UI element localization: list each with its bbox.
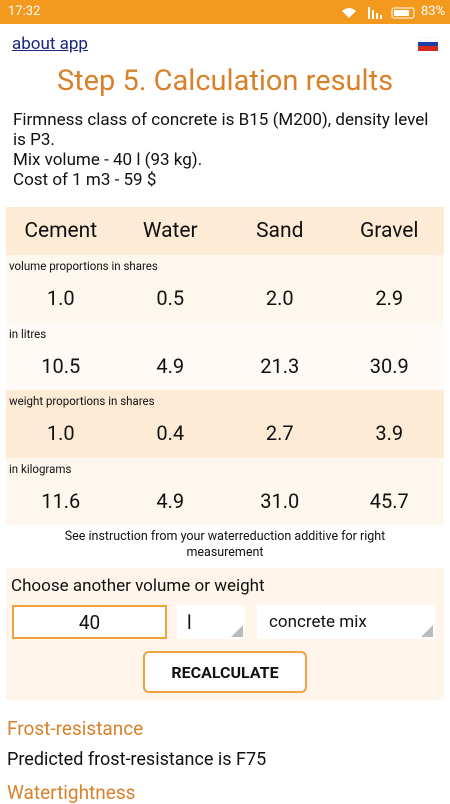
battery: 83% bbox=[421, 4, 446, 19]
cell: 21.3 bbox=[260, 353, 300, 378]
cell: 45.7 bbox=[369, 488, 409, 513]
table-section: weight proportions in shares 1.0 0.4 2.7 3.9 bbox=[6, 390, 444, 458]
summary-line: Mix volume - 40 l (93 kg). bbox=[13, 150, 203, 170]
summary-line: Firmness class of concrete is B15 (M200)… bbox=[13, 110, 429, 150]
value-row: 1.0 0.5 2.0 2.9 bbox=[6, 275, 444, 321]
language-flag[interactable] bbox=[418, 37, 438, 51]
header-row: Cement Water Sand Gravel bbox=[6, 207, 444, 255]
cell: 31.0 bbox=[260, 488, 300, 513]
cell: 10.5 bbox=[41, 353, 81, 378]
cell: 2.0 bbox=[265, 286, 294, 310]
summary: Firmness class of concrete is B15 (M200)… bbox=[13, 110, 433, 190]
material-value: concrete mix bbox=[269, 612, 367, 632]
cell: 30.9 bbox=[369, 353, 409, 378]
cell: 11.6 bbox=[41, 488, 81, 513]
section-label: in litres bbox=[9, 326, 47, 341]
section-heading: Watertightness bbox=[7, 781, 136, 804]
section-label: weight proportions in shares bbox=[9, 394, 155, 408]
results-table: Cement Water Sand Gravel volume proportions … bbox=[6, 207, 444, 525]
about-link[interactable]: about app bbox=[12, 34, 88, 54]
recalculate-button[interactable]: RECALCULATE bbox=[143, 651, 307, 693]
cell: 3.9 bbox=[375, 421, 404, 445]
section-label: in kilograms bbox=[9, 461, 72, 476]
note: See instruction from your waterreduction… bbox=[64, 529, 386, 560]
unit-select[interactable]: l bbox=[177, 605, 245, 639]
cell: 4.9 bbox=[156, 488, 185, 513]
section-heading: Frost-resistance bbox=[7, 717, 144, 740]
cell: 2.7 bbox=[265, 421, 294, 445]
column-header: Water bbox=[142, 219, 198, 243]
time: 17:32 bbox=[8, 4, 41, 19]
cell: 2.9 bbox=[375, 286, 404, 310]
table-section: in kilograms 11.6 4.9 31.0 45.7 bbox=[6, 457, 444, 525]
page-title: Step 5. Calculation results bbox=[56, 64, 394, 98]
cell: 1.0 bbox=[46, 421, 75, 445]
table-section: in litres 10.5 4.9 21.3 30.9 bbox=[6, 322, 444, 390]
cell: 0.4 bbox=[156, 421, 185, 445]
status-icons bbox=[342, 7, 415, 19]
summary-line: Cost of 1 m3 - 59 $ bbox=[13, 170, 157, 190]
cell: 4.9 bbox=[156, 353, 185, 378]
column-header: Sand bbox=[256, 219, 304, 243]
form-label: Choose another volume or weight bbox=[11, 576, 265, 596]
value-row: 11.6 4.9 31.0 45.7 bbox=[6, 478, 444, 524]
status-bar: 17:32 83% bbox=[0, 0, 450, 24]
unit-value: l bbox=[187, 610, 192, 634]
cell: 1.0 bbox=[46, 286, 75, 310]
cell: 0.5 bbox=[156, 286, 185, 310]
frost-text: Predicted frost-resistance is F75 bbox=[7, 749, 267, 770]
column-header: Gravel bbox=[359, 219, 419, 243]
column-header: Cement bbox=[24, 219, 98, 243]
recalc-form: Choose another volume or weight 40 l con… bbox=[6, 568, 444, 700]
value-row: 1.0 0.4 2.7 3.9 bbox=[6, 410, 444, 456]
table-section: volume proportions in shares 1.0 0.5 2.0 2.9 bbox=[6, 255, 444, 323]
value-row: 10.5 4.9 21.3 30.9 bbox=[6, 343, 444, 389]
material-select[interactable]: concrete mix bbox=[257, 605, 435, 639]
section-label: volume proportions in shares bbox=[9, 259, 158, 273]
amount-input[interactable]: 40 bbox=[12, 605, 167, 639]
